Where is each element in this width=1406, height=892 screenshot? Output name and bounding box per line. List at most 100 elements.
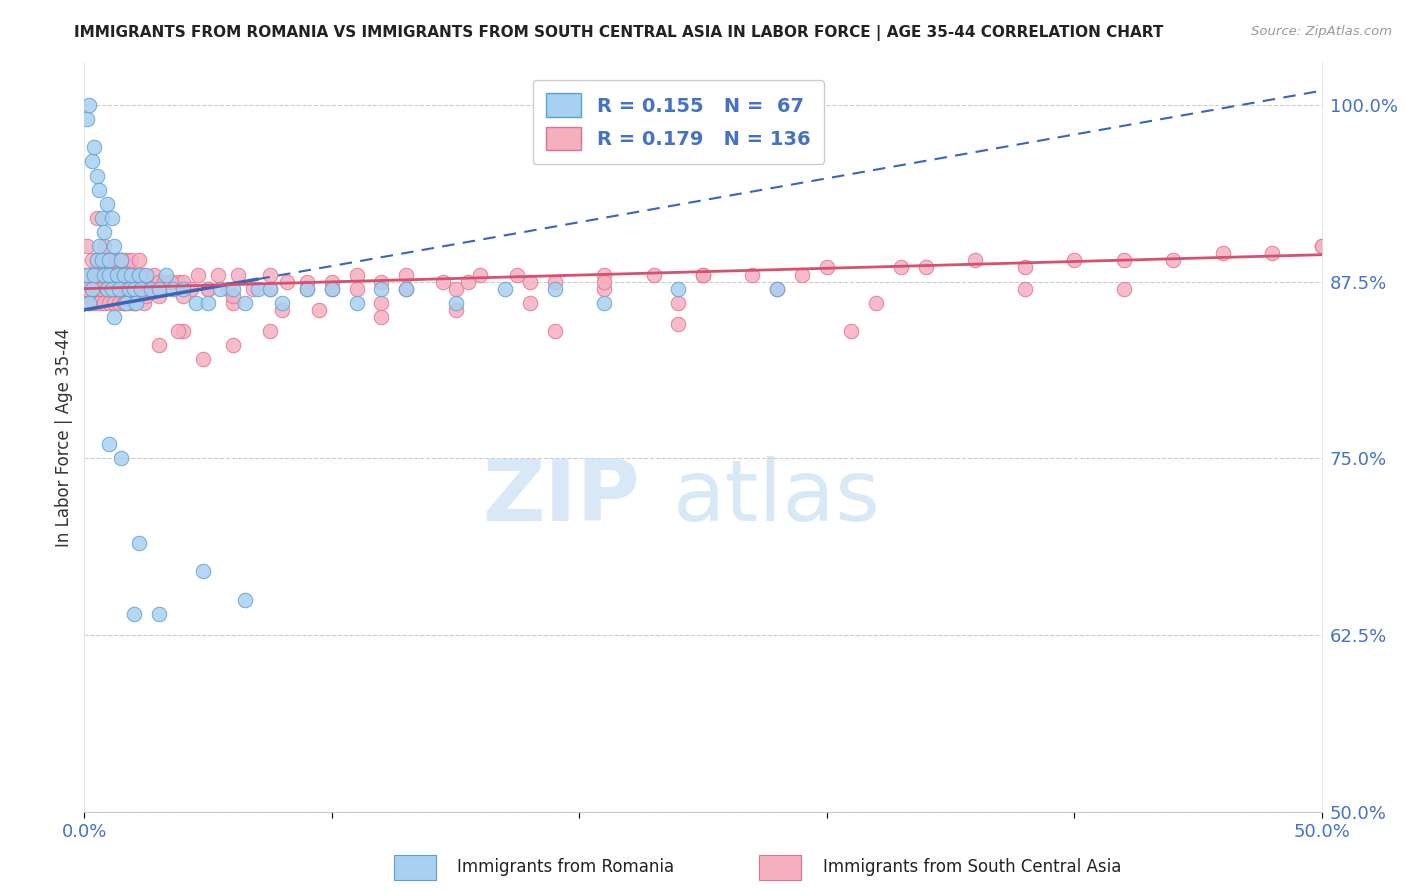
Point <box>142 268 165 282</box>
Point <box>80 253 103 268</box>
Point <box>148 275 170 289</box>
Point <box>222 295 245 310</box>
Point <box>83 268 105 282</box>
Point <box>259 282 281 296</box>
Point <box>209 282 232 296</box>
Point <box>172 289 194 303</box>
Point <box>76 112 98 126</box>
Point <box>108 295 131 310</box>
Point <box>841 324 863 338</box>
Point <box>1261 246 1284 260</box>
Point <box>110 451 132 466</box>
Point <box>692 268 714 282</box>
Point <box>148 338 170 352</box>
Text: atlas: atlas <box>673 456 882 539</box>
Point <box>122 295 145 310</box>
Point <box>148 282 170 296</box>
Point <box>470 268 492 282</box>
Point <box>370 275 392 289</box>
Point <box>93 239 115 253</box>
Point <box>160 275 183 289</box>
Point <box>172 282 194 296</box>
Point <box>444 282 467 296</box>
Point <box>155 268 177 282</box>
Point <box>172 275 194 289</box>
Point <box>295 282 318 296</box>
Point <box>233 295 256 310</box>
Point <box>259 282 281 296</box>
Point <box>172 324 194 338</box>
Point <box>226 268 249 282</box>
Point <box>321 275 343 289</box>
Point <box>914 260 936 275</box>
Point <box>395 282 418 296</box>
Point <box>222 338 245 352</box>
Point <box>112 295 135 310</box>
Point <box>167 324 190 338</box>
Point <box>321 282 343 296</box>
Point <box>112 268 135 282</box>
Point <box>308 302 330 317</box>
Point <box>162 282 184 296</box>
Point <box>105 268 128 282</box>
Point <box>135 268 157 282</box>
Point <box>543 282 565 296</box>
Point <box>187 268 209 282</box>
Text: IMMIGRANTS FROM ROMANIA VS IMMIGRANTS FROM SOUTH CENTRAL ASIA IN LABOR FORCE | A: IMMIGRANTS FROM ROMANIA VS IMMIGRANTS FR… <box>75 25 1163 41</box>
Point <box>132 295 155 310</box>
Point <box>543 275 565 289</box>
Point <box>120 268 142 282</box>
Point <box>865 295 887 310</box>
Point <box>115 253 138 268</box>
Point <box>346 268 368 282</box>
Point <box>129 282 152 296</box>
Point <box>93 268 115 282</box>
Point <box>103 310 125 324</box>
Point <box>86 253 108 268</box>
Point <box>83 268 105 282</box>
Point <box>519 275 541 289</box>
Point <box>395 282 418 296</box>
Point <box>766 282 789 296</box>
Point <box>112 295 135 310</box>
Point <box>506 268 529 282</box>
Point <box>543 324 565 338</box>
Point <box>118 268 141 282</box>
Point <box>105 282 128 296</box>
Point <box>692 268 714 282</box>
Point <box>98 268 121 282</box>
Point <box>86 253 108 268</box>
Text: ZIP: ZIP <box>482 456 640 539</box>
Point <box>76 268 98 282</box>
Point <box>666 295 689 310</box>
Text: Immigrants from Romania: Immigrants from Romania <box>457 858 673 877</box>
Point <box>86 211 108 225</box>
Point <box>83 295 105 310</box>
Point <box>128 253 150 268</box>
Point <box>115 282 138 296</box>
Point <box>98 268 121 282</box>
Y-axis label: In Labor Force | Age 35-44: In Labor Force | Age 35-44 <box>55 327 73 547</box>
Point <box>125 295 148 310</box>
Point <box>79 295 101 310</box>
Point <box>76 239 98 253</box>
Point <box>90 253 112 268</box>
Point <box>79 295 101 310</box>
Point <box>103 239 125 253</box>
Point <box>110 282 132 296</box>
Point <box>86 169 108 183</box>
Point <box>184 295 207 310</box>
Point <box>346 282 368 296</box>
Point <box>89 268 111 282</box>
Point <box>666 317 689 331</box>
Point <box>191 565 214 579</box>
Point <box>741 268 763 282</box>
Point <box>73 295 96 310</box>
Point <box>259 324 281 338</box>
Point <box>93 268 115 282</box>
Point <box>83 140 105 154</box>
Point <box>593 282 616 296</box>
Point <box>128 268 150 282</box>
Point <box>148 282 170 296</box>
Point <box>103 295 125 310</box>
